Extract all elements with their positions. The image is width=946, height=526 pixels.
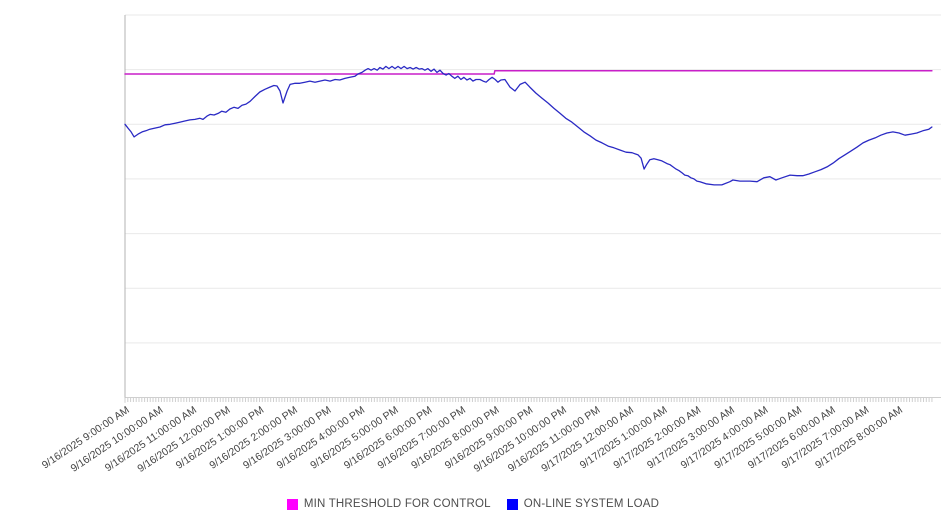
system-load-line xyxy=(124,65,933,186)
min-threshold-legend-label: MIN THRESHOLD FOR CONTROL xyxy=(303,498,491,510)
online-system-load-swatch-icon xyxy=(506,498,518,510)
min-threshold-swatch-icon xyxy=(286,498,298,510)
chart-legend: MIN THRESHOLD FOR CONTROL ON-LINE SYSTEM… xyxy=(0,498,946,510)
legend-item-online-system-load: ON-LINE SYSTEM LOAD xyxy=(506,498,660,510)
legend-item-min-threshold: MIN THRESHOLD FOR CONTROL xyxy=(286,498,491,510)
online-system-load-legend-label: ON-LINE SYSTEM LOAD xyxy=(523,498,660,510)
threshold-line xyxy=(124,69,933,75)
